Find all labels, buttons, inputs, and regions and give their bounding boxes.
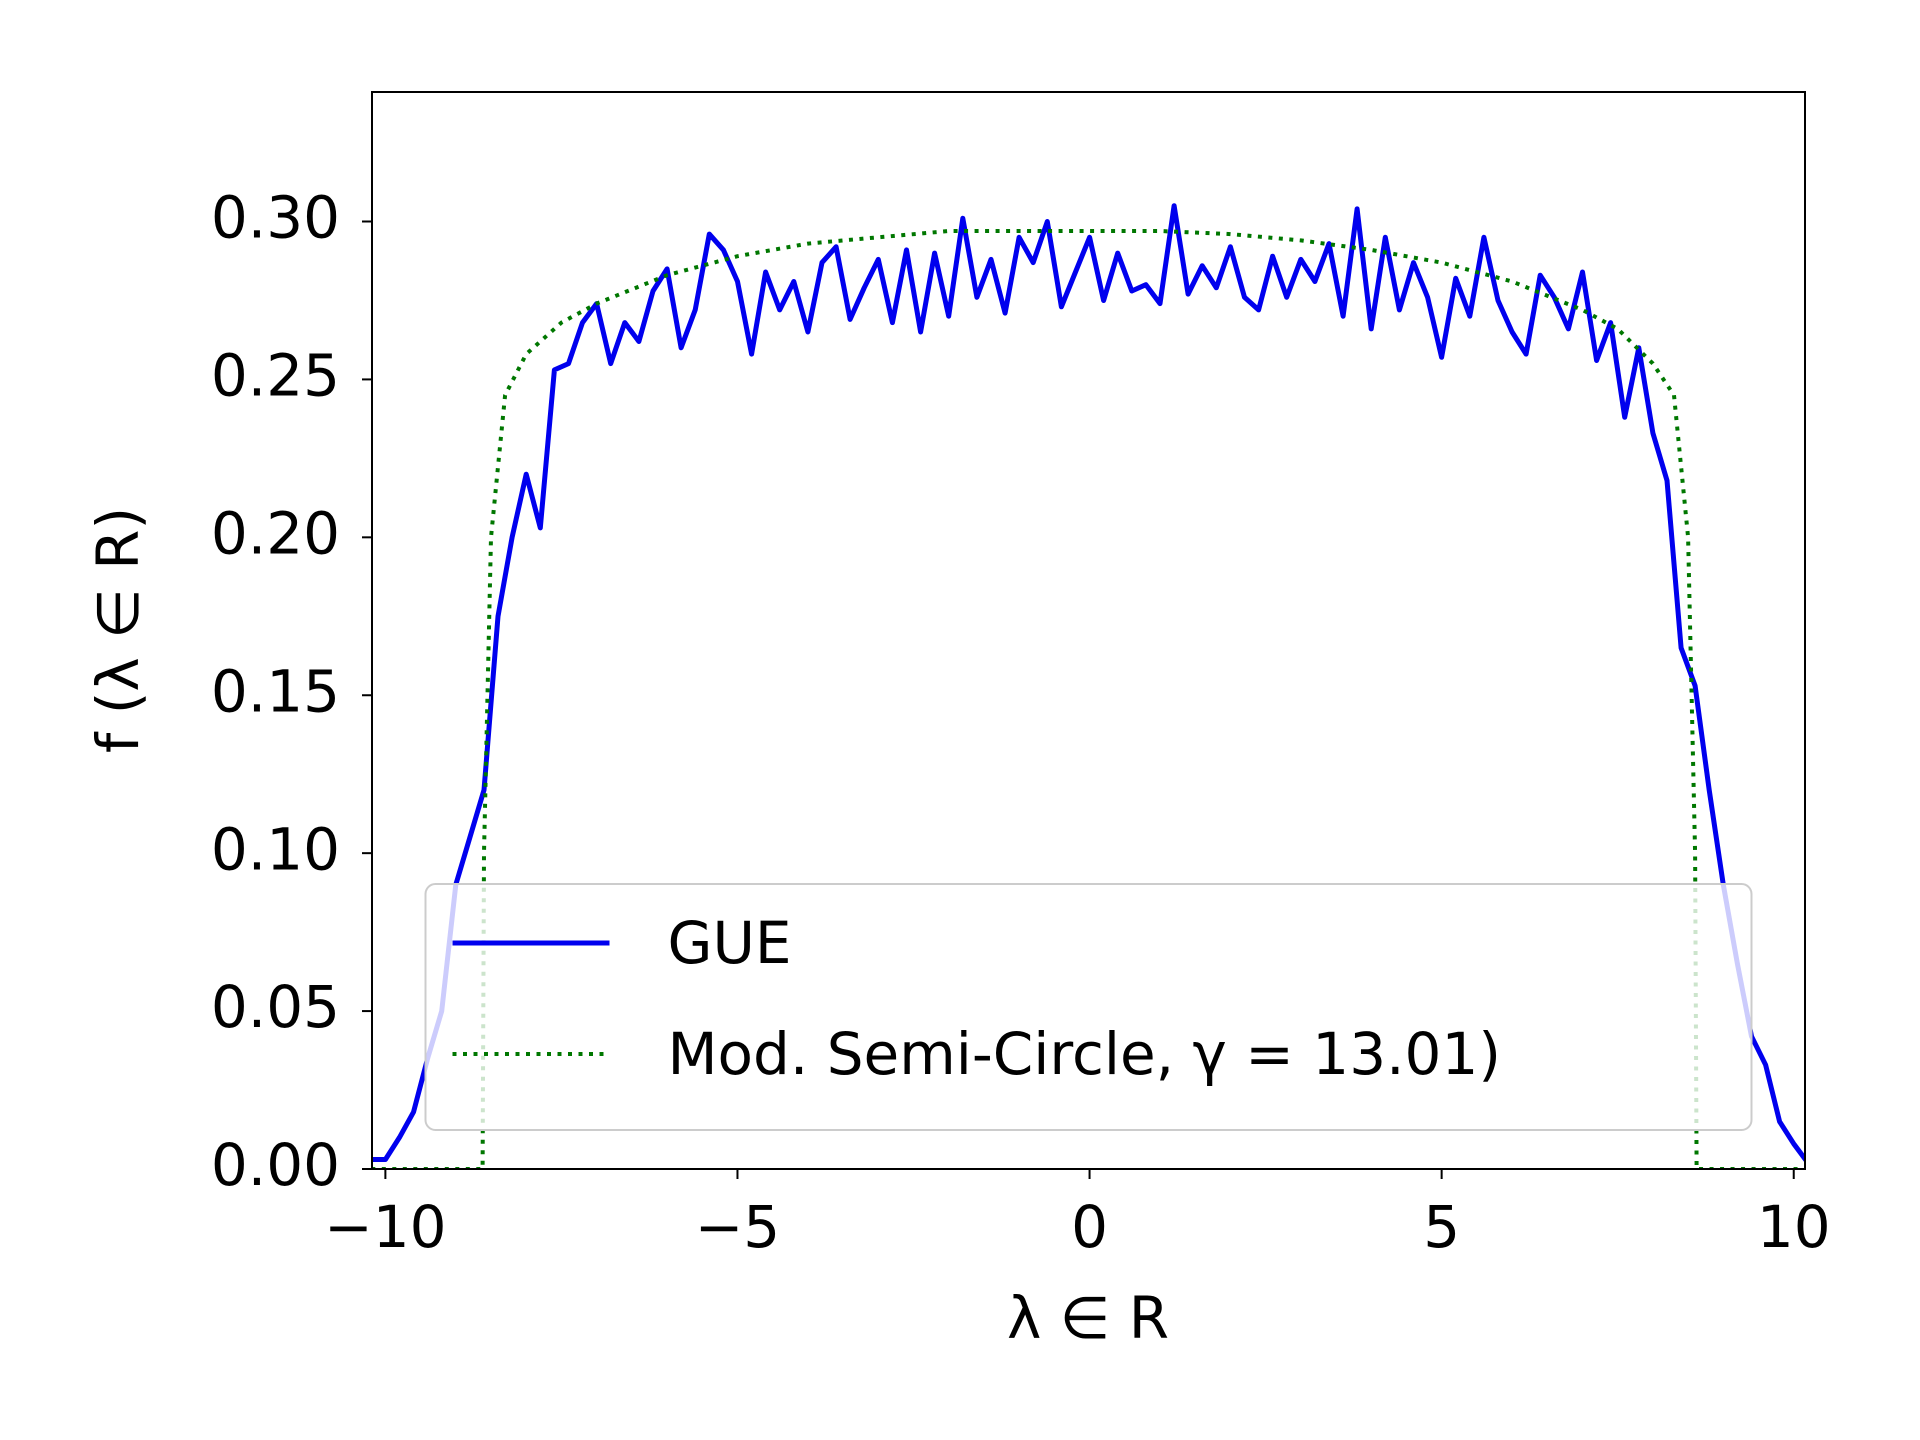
y-tick-label: 0.00 — [211, 1131, 340, 1199]
y-tick-label: 0.15 — [211, 657, 340, 725]
y-axis-label: f (λ ∈ R) — [84, 507, 152, 753]
x-axis-label: λ ∈ R — [1007, 1284, 1169, 1352]
legend-box — [424, 883, 1753, 1131]
y-tick-label: 0.20 — [211, 499, 340, 567]
plot-area — [372, 203, 1805, 1169]
x-tick-label: −10 — [324, 1193, 446, 1261]
y-tick-label: 0.25 — [211, 342, 340, 410]
y-tick-label: 0.05 — [211, 973, 340, 1041]
series-line — [372, 203, 1805, 1164]
y-tick-label: 0.10 — [211, 815, 340, 883]
x-tick-label: 5 — [1423, 1193, 1460, 1261]
series-line — [372, 229, 1805, 1169]
legend-label: Mod. Semi-Circle, γ = 13.01) — [668, 1020, 1501, 1088]
x-tick-label: 10 — [1757, 1193, 1831, 1261]
legend-label: GUE — [668, 909, 792, 977]
plot-frame — [371, 91, 1806, 1170]
x-tick-label: 0 — [1071, 1193, 1108, 1261]
x-tick-label: −5 — [695, 1193, 781, 1261]
y-tick-label: 0.30 — [211, 184, 340, 252]
